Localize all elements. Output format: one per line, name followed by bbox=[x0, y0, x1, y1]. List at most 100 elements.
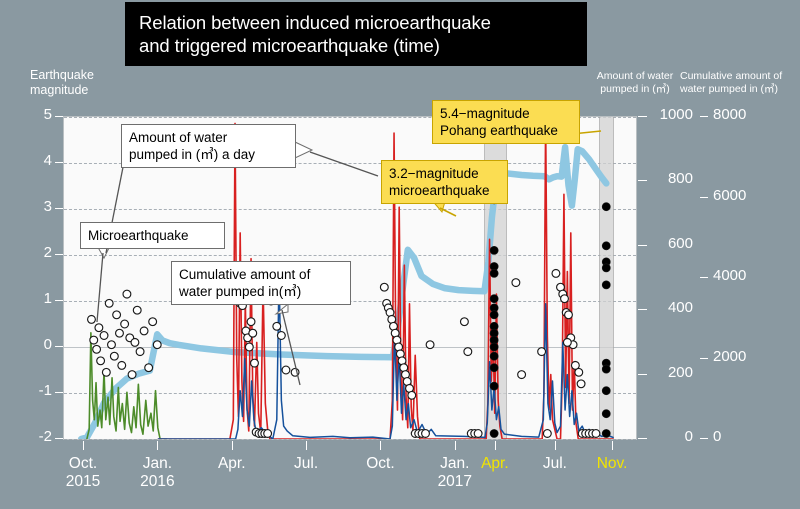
injection-rate-green bbox=[86, 331, 168, 439]
y-right1-tickmark-800 bbox=[638, 180, 647, 182]
y-left-tickmark-1 bbox=[55, 300, 63, 301]
x-axis-label-4: Oct. bbox=[345, 455, 415, 473]
microearthquake-marker bbox=[576, 379, 586, 389]
callout-cumulative-water-line-1: Cumulative amount of bbox=[179, 267, 311, 282]
microearthquake-marker bbox=[421, 429, 430, 438]
gridline--2 bbox=[64, 439, 636, 440]
microearthquake-marker bbox=[537, 347, 547, 357]
y-left-tickmark-5 bbox=[55, 116, 63, 117]
x-axis-label-month-4: Oct. bbox=[366, 455, 395, 472]
x-tickmark-7 bbox=[554, 441, 556, 450]
triggered-earthquake-marker bbox=[489, 429, 499, 438]
y-left-tickmark-2 bbox=[55, 254, 63, 255]
microearthquake-marker bbox=[560, 294, 569, 304]
y-left-tick-label-4: 4 bbox=[43, 152, 52, 169]
microearthquake-marker bbox=[130, 337, 140, 347]
y-left-tickmark--1 bbox=[55, 392, 63, 393]
microearthquake-marker bbox=[511, 278, 521, 288]
y-axis-left-title-line-1: Earthquake bbox=[30, 68, 94, 82]
microearthquake-marker bbox=[551, 268, 561, 278]
microearthquake-marker bbox=[96, 356, 106, 366]
x-tickmark-0 bbox=[83, 441, 85, 450]
gridline--1 bbox=[64, 393, 636, 394]
microearthquake-marker bbox=[86, 314, 96, 324]
triggered-earthquake-marker bbox=[601, 241, 611, 251]
microearthquake-marker bbox=[89, 335, 99, 345]
microearthquake-marker bbox=[101, 367, 111, 377]
microearthquake-marker bbox=[148, 317, 158, 327]
triggered-earthquake-marker bbox=[489, 245, 499, 255]
microearthquake-marker bbox=[290, 367, 300, 377]
y-axis-right1-title: Amount of water pumped in (㎥) bbox=[590, 70, 680, 95]
x-axis-label-month-8: Nov. bbox=[596, 455, 628, 472]
x-axis-label-3: Jul. bbox=[271, 455, 341, 473]
triggered-earthquake-marker bbox=[601, 364, 611, 374]
callout-water-per-day: Amount of water pumped in (㎥) a day bbox=[121, 124, 296, 168]
x-axis-label-0: Oct. 2015 bbox=[48, 455, 118, 491]
triggered-earthquake-marker bbox=[601, 263, 611, 273]
gridline-0 bbox=[64, 347, 636, 348]
y-left-tick-label-5: 5 bbox=[43, 106, 52, 123]
y-left-tick-label-3: 3 bbox=[43, 198, 52, 215]
y-left-tick-label--1: -1 bbox=[38, 382, 52, 399]
x-axis-label-6: Apr. bbox=[460, 455, 530, 473]
y-right2-tickmark-2000 bbox=[700, 357, 708, 359]
microearthquake-marker bbox=[135, 347, 145, 357]
microearthquake-marker bbox=[574, 367, 584, 377]
x-axis-label-month-3: Jul. bbox=[294, 455, 319, 472]
y-left-tick-label--2: -2 bbox=[38, 428, 52, 445]
triggered-earthquake-marker bbox=[489, 363, 499, 373]
microearthquake-marker bbox=[276, 331, 286, 340]
gridline-2 bbox=[64, 255, 636, 256]
triggered-earthquake-marker bbox=[489, 351, 499, 361]
triggered-earthquake-marker bbox=[489, 268, 499, 278]
x-tickmark-6 bbox=[494, 441, 496, 450]
microearthquake-marker bbox=[117, 360, 127, 370]
microearthquake-marker bbox=[107, 340, 116, 350]
microearthquake-marker bbox=[112, 310, 122, 320]
microearthquake-marker bbox=[263, 429, 273, 438]
x-axis-label-8: Nov. bbox=[577, 455, 647, 473]
microearthquake-marker bbox=[272, 321, 282, 331]
microearthquake-marker bbox=[570, 360, 580, 370]
callout-microearthquake: Microearthquake bbox=[80, 222, 225, 249]
microearthquake-marker bbox=[109, 351, 119, 361]
microearthquake-marker bbox=[407, 390, 417, 400]
y-right2-tickmark-8000 bbox=[700, 116, 708, 117]
triggered-earthquake-marker bbox=[489, 294, 499, 304]
y-right1-tick-label-400: 400 bbox=[667, 299, 693, 317]
y-right1-tickmark-400 bbox=[638, 309, 647, 311]
y-right1-tick-label-1000: 1000 bbox=[659, 106, 693, 123]
triggered-earthquake-marker bbox=[601, 386, 611, 396]
x-axis-label-month-0: Oct. bbox=[68, 455, 98, 472]
y-axis-right2-title: Cumulative amount of water pumped in (㎥) bbox=[680, 70, 792, 95]
microearthquake-marker bbox=[463, 347, 473, 357]
x-tickmark-1 bbox=[157, 441, 159, 450]
y-axis-right1-title-line-2: pumped in (㎥) bbox=[600, 82, 670, 95]
callout-32-magnitude: 3.2−magnitude microearthquake bbox=[381, 160, 508, 204]
x-axis-label-year-5: 2017 bbox=[437, 473, 473, 490]
microearthquake-marker bbox=[591, 429, 601, 438]
event-band-2 bbox=[598, 117, 615, 439]
microearthquake-marker bbox=[99, 331, 109, 340]
microearthquake-marker bbox=[132, 305, 142, 315]
y-left-tickmark-4 bbox=[55, 162, 63, 163]
microearthquake-marker bbox=[152, 340, 162, 350]
callout-32-magnitude-line-2: microearthquake bbox=[389, 183, 490, 198]
y-axis-right2-title-line-1: Cumulative amount of bbox=[680, 70, 783, 82]
y-right2-tick-label-0: 0 bbox=[713, 428, 722, 445]
y-right1-tick-label-0: 0 bbox=[684, 428, 693, 445]
x-axis-label-5: Jan. 2017 bbox=[420, 455, 490, 491]
y-left-tick-label-2: 2 bbox=[43, 244, 52, 261]
microearthquake-marker bbox=[139, 326, 149, 336]
x-axis-label-month-6: Apr. bbox=[481, 455, 509, 472]
triggered-earthquake-marker bbox=[601, 409, 611, 419]
x-tickmark-3 bbox=[306, 441, 308, 450]
y-right2-tick-label-4000: 4000 bbox=[713, 267, 747, 284]
y-axis-right2-title-line-2: water pumped in (㎥) bbox=[680, 82, 779, 95]
gridline-3 bbox=[64, 209, 636, 210]
triggered-earthquake-marker bbox=[601, 202, 611, 212]
microearthquake-marker bbox=[562, 337, 572, 347]
x-axis-label-month-7: Jul. bbox=[542, 455, 567, 472]
x-tickmark-4 bbox=[380, 441, 382, 450]
